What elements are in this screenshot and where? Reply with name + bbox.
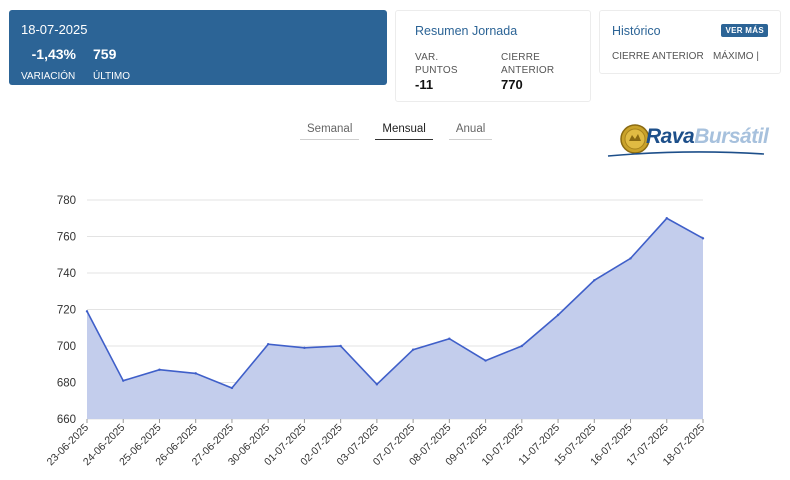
quote-date: 18-07-2025 [21,22,88,37]
history-card: Histórico VER MÁS CIERRE ANTERIOR MÁXIMO… [599,10,781,74]
variation-label: VARIACIÓN [21,71,76,82]
variation-value: -1,43% [31,46,76,62]
data-point-23-06-2025 [85,310,89,313]
data-point-17-07-2025 [665,217,668,220]
data-point-26-06-2025 [194,372,197,375]
close-label-line1: CIERRE [501,52,540,63]
tab-mensual[interactable]: Mensual [375,122,433,140]
data-point-09-07-2025 [484,359,487,362]
summary-card: Resumen Jornada VAR. PUNTOS -11 CIERRE A… [395,10,591,102]
logo-sub: Bursátil [694,125,769,148]
logo-text: RavaBursátil [646,125,769,149]
history-title: Histórico [612,24,661,38]
series-area [87,218,703,419]
y-tick-label: 780 [57,195,76,207]
prev-close-label: CIERRE ANTERIOR [612,51,704,62]
data-point-27-06-2025 [230,386,234,390]
see-more-button[interactable]: VER MÁS [721,24,768,37]
coin-icon [620,124,650,154]
series-points [85,217,705,390]
data-point-01-07-2025 [303,346,306,350]
data-point-11-07-2025 [556,313,560,317]
y-tick-label: 660 [57,414,76,426]
data-point-15-07-2025 [593,279,596,282]
data-point-16-07-2025 [629,257,632,260]
y-tick-label: 680 [57,378,76,390]
price-chart: 660 680 700 720 740 760 780 23-06-202524-06-20… [45,195,708,468]
data-point-25-06-2025 [158,368,161,371]
data-point-24-06-2025 [122,379,125,382]
data-point-18-07-2025 [701,237,705,240]
logo-brand: Rava [646,125,695,148]
last-value: 759 [93,46,117,62]
y-axis-ticks: 660 680 700 720 740 760 780 [57,195,76,426]
points-value: -11 [415,77,434,92]
data-point-30-06-2025 [266,342,270,346]
close-label-line2: ANTERIOR [501,65,555,76]
summary-title: Resumen Jornada [415,24,518,38]
data-point-02-07-2025 [339,344,342,348]
y-tick-label: 720 [57,305,76,317]
tab-semanal[interactable]: Semanal [300,122,360,140]
y-tick-label: 760 [57,232,76,244]
data-point-07-07-2025 [411,348,415,351]
y-tick-label: 700 [57,341,76,353]
last-label: ÚLTIMO [93,71,131,82]
logo-swoosh-icon [607,151,765,157]
close-value: 770 [501,77,523,92]
period-tabs: Semanal Mensual Anual [300,122,493,140]
points-label-line2: PUNTOS [415,65,458,76]
quote-card: 18-07-2025 -1,43% VARIACIÓN 759 ÚLTIMO [9,10,387,85]
tab-anual[interactable]: Anual [448,122,493,140]
rava-bursatil-logo[interactable]: RavaBursátil [606,122,769,157]
y-tick-label: 740 [57,268,76,280]
points-label-line1: VAR. [415,52,439,63]
data-point-03-07-2025 [375,383,379,386]
x-axis-ticks: 23-06-202524-06-202525-06-202526-06-2025… [45,419,707,468]
data-point-10-07-2025 [520,344,524,348]
data-point-08-07-2025 [448,337,451,340]
series-line [86,217,704,389]
max-label: MÁXIMO | [713,51,759,62]
